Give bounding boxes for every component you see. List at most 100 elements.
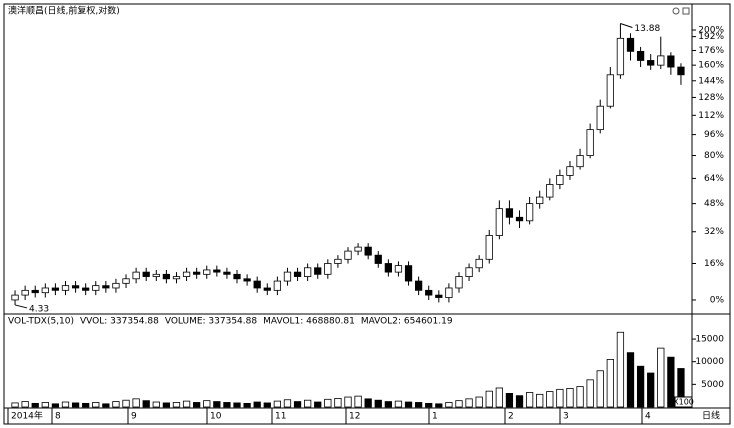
volume-bar [213, 401, 221, 408]
candle-body [273, 280, 282, 291]
x-tick-label: 12 [349, 412, 360, 422]
candle-body [41, 287, 49, 294]
volume-bar [485, 390, 493, 408]
volume-bar [314, 401, 322, 408]
icon[interactable] [682, 7, 690, 15]
volume-bar [525, 392, 534, 408]
candle-body [21, 289, 29, 296]
candle-body [152, 273, 160, 277]
candle-body [455, 276, 463, 289]
volume-bar [384, 401, 392, 408]
volume-bar [636, 365, 645, 408]
volume-bar [324, 398, 332, 408]
candle-body [394, 265, 403, 273]
volume-bar [31, 402, 39, 408]
volume-bar [546, 391, 554, 408]
candle-body [142, 271, 150, 277]
candle-body [324, 263, 332, 275]
volume-bar [364, 398, 372, 408]
volume-bar [61, 401, 70, 408]
indicator-label: MAVOL1: 468880.81 [263, 317, 355, 327]
unit-box [674, 396, 693, 408]
volume-bar [334, 397, 342, 408]
y-tick-label: 10000 [695, 357, 724, 367]
candle-body [414, 280, 423, 291]
high-label: 13.88 [634, 24, 660, 34]
candle-body [657, 55, 665, 66]
volume-bar [273, 400, 282, 408]
candle-body [647, 60, 655, 66]
candle-body [122, 278, 130, 284]
candle-body [404, 265, 413, 282]
y-tick-label: 5000 [701, 380, 724, 390]
candle-body [596, 105, 604, 131]
low-label: 4.33 [29, 304, 49, 314]
candle-body [11, 294, 19, 301]
icon[interactable] [672, 7, 680, 15]
candle-body [61, 285, 70, 291]
volume-bar [465, 398, 473, 408]
candle-body [677, 66, 685, 76]
y-tick-label: 15000 [695, 335, 724, 345]
x-tick-label: 11 [275, 412, 286, 422]
x-tick-label: 1 [432, 412, 438, 422]
y-tick-label: 80% [704, 151, 724, 161]
volume-bar [606, 359, 614, 408]
volume-bar [495, 387, 503, 408]
y-tick-label: 144% [698, 76, 724, 86]
volume-bar [293, 401, 302, 408]
volume-bar [667, 356, 675, 408]
x-tick-label: 4 [645, 412, 651, 422]
y-tick-label: 96% [704, 130, 724, 140]
volume-bar [243, 402, 251, 408]
candle-body [636, 50, 645, 61]
volume-bar [455, 400, 463, 408]
candle-body [515, 216, 524, 222]
candle-body [536, 196, 544, 205]
candle-body [546, 184, 554, 198]
candle-body [364, 246, 372, 256]
volume-bar [515, 395, 524, 408]
volume-bar [51, 403, 60, 408]
volume-bar [414, 402, 423, 408]
y-tick-label: 32% [704, 227, 724, 237]
volume-bar [253, 401, 261, 408]
volume-bar [82, 402, 90, 408]
x-tick-label: 8 [55, 412, 61, 422]
candle-body [485, 235, 493, 260]
candle-body [354, 246, 362, 252]
candle-body [495, 208, 503, 236]
volume-bar [536, 393, 544, 408]
candle-body [293, 271, 302, 277]
candle-body [425, 289, 433, 296]
x-tick-label: 3 [563, 412, 569, 422]
volume-bar [475, 396, 483, 408]
volume-bar [435, 403, 443, 408]
candle-body [667, 55, 675, 68]
candle-body [193, 271, 201, 275]
volume-bar [576, 386, 584, 408]
volume-bar [556, 388, 564, 408]
volume-bar [566, 388, 574, 408]
volume-bar [162, 402, 171, 408]
candle-body [505, 208, 514, 218]
volume-bar [41, 402, 49, 408]
candle-body [586, 129, 594, 156]
candle-body [213, 269, 221, 273]
volume-bar [394, 400, 403, 408]
volume-bar [102, 403, 110, 408]
candle-body [556, 175, 564, 185]
y-tick-label: 200% [698, 25, 724, 35]
volume-bar [112, 401, 120, 408]
candle-body [525, 203, 534, 222]
volume-bar [374, 399, 382, 408]
chart-title: 澳洋顺昌(日线,前复权,对数) [8, 5, 120, 17]
candle-body [435, 294, 443, 298]
y-tick-label: 176% [698, 46, 724, 56]
candle-body [31, 289, 39, 294]
volume-bar [172, 402, 181, 408]
x-tick-label: 2014年 [11, 410, 43, 422]
candle-body [71, 285, 80, 289]
volume-bar [445, 402, 453, 408]
